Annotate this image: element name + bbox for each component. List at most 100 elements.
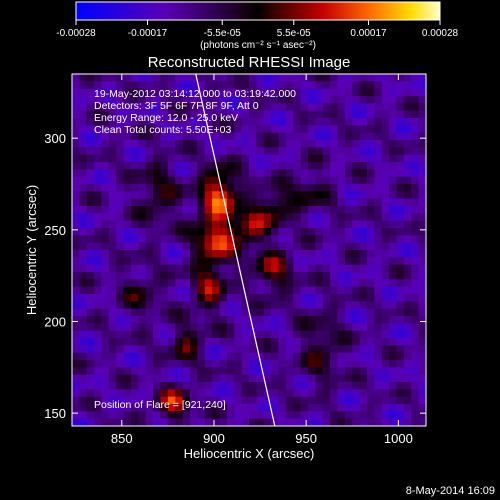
- heatmap-cell: [315, 396, 324, 405]
- heatmap-cell: [278, 162, 287, 170]
- heatmap-cell: [123, 118, 132, 126]
- heatmap-cell: [175, 118, 184, 126]
- heatmap-cell: [160, 294, 169, 302]
- heatmap-cell: [374, 132, 383, 141]
- heatmap-cell: [396, 316, 405, 324]
- heatmap-cell: [337, 220, 346, 229]
- heatmap-cell: [285, 250, 294, 258]
- heatmap-cell: [212, 272, 221, 280]
- heatmap-cell: [153, 118, 162, 126]
- heatmap-cell: [190, 382, 198, 390]
- heatmap-cell: [418, 147, 426, 156]
- heatmap-cell: [315, 323, 324, 332]
- heatmap-cell: [300, 308, 309, 317]
- heatmap-cell: [101, 338, 110, 346]
- heatmap-cell: [212, 176, 221, 185]
- heatmap-cell: [293, 279, 302, 288]
- heatmap-cell: [322, 147, 331, 156]
- heatmap-cell: [241, 338, 250, 346]
- heatmap-cell: [322, 110, 331, 119]
- heatmap-cell: [219, 206, 228, 214]
- heatmap-cell: [138, 360, 147, 368]
- heatmap-cell: [197, 286, 206, 295]
- heatmap-cell: [167, 242, 176, 251]
- heatmap-cell: [241, 176, 250, 185]
- heatmap-cell: [160, 206, 169, 214]
- heatmap-cell: [330, 125, 339, 134]
- heatmap-cell: [182, 228, 191, 236]
- heatmap-cell: [322, 81, 331, 90]
- y-tick-label: 150: [44, 406, 66, 421]
- heatmap-cell: [116, 316, 125, 324]
- heatmap-cell: [418, 198, 426, 207]
- heatmap-cell: [389, 103, 398, 112]
- heatmap-cell: [300, 330, 309, 339]
- heatmap-cell: [212, 74, 221, 82]
- heatmap-cell: [79, 264, 88, 273]
- heatmap-cell: [94, 272, 103, 280]
- heatmap-cell: [167, 206, 176, 214]
- heatmap-cell: [212, 103, 221, 112]
- heatmap-cell: [322, 330, 331, 339]
- heatmap-cell: [123, 198, 132, 207]
- heatmap-cell: [153, 316, 162, 324]
- heatmap-cell: [190, 191, 198, 200]
- heatmap-cell: [396, 250, 405, 258]
- heatmap-cell: [182, 88, 191, 97]
- heatmap-cell: [300, 360, 309, 368]
- heatmap-cell: [226, 360, 235, 368]
- heatmap-cell: [381, 132, 390, 141]
- heatmap-cell: [411, 162, 420, 170]
- heatmap-cell: [249, 110, 257, 119]
- heatmap-cell: [263, 140, 272, 148]
- heatmap-cell: [344, 176, 353, 185]
- heatmap-cell: [403, 250, 412, 258]
- heatmap-cell: [271, 396, 280, 405]
- heatmap-cell: [234, 206, 243, 214]
- heatmap-cell: [322, 264, 331, 273]
- heatmap-cell: [138, 250, 147, 258]
- heatmap-cell: [352, 132, 361, 141]
- heatmap-cell: [359, 316, 368, 324]
- heatmap-cell: [411, 301, 420, 310]
- heatmap-cell: [212, 213, 221, 222]
- heatmap-cell: [219, 404, 228, 412]
- heatmap-cell: [359, 257, 368, 266]
- heatmap-cell: [241, 301, 250, 310]
- heatmap-cell: [285, 308, 294, 317]
- heatmap-cell: [308, 81, 316, 90]
- heatmap-cell: [315, 411, 324, 420]
- heatmap-cell: [86, 367, 95, 376]
- heatmap-cell: [234, 162, 243, 170]
- heatmap-cell: [300, 96, 309, 104]
- heatmap-cell: [204, 184, 213, 192]
- heatmap-cell: [381, 330, 390, 339]
- heatmap-cell: [182, 110, 191, 119]
- heatmap-cell: [352, 338, 361, 346]
- heatmap-cell: [241, 220, 250, 229]
- heatmap-cell: [160, 418, 169, 426]
- heatmap-cell: [418, 389, 426, 398]
- heatmap-cell: [204, 338, 213, 346]
- heatmap-cell: [418, 404, 426, 412]
- heatmap-cell: [403, 374, 412, 383]
- heatmap-cell: [300, 382, 309, 390]
- heatmap-cell: [116, 411, 125, 420]
- heatmap-cell: [204, 162, 213, 170]
- heatmap-cell: [256, 103, 265, 112]
- heatmap-cell: [308, 110, 316, 119]
- heatmap-cell: [219, 184, 228, 192]
- heatmap-cell: [308, 169, 316, 178]
- heatmap-cell: [315, 374, 324, 383]
- heatmap-cell: [256, 242, 265, 251]
- heatmap-cell: [300, 264, 309, 273]
- heatmap-cell: [381, 228, 390, 236]
- heatmap-cell: [411, 345, 420, 354]
- heatmap-cell: [212, 345, 221, 354]
- heatmap-cell: [271, 220, 280, 229]
- heatmap-cell: [219, 396, 228, 405]
- heatmap-cell: [374, 345, 383, 354]
- heatmap-cell: [197, 367, 206, 376]
- heatmap-cell: [131, 323, 139, 332]
- heatmap-cell: [337, 389, 346, 398]
